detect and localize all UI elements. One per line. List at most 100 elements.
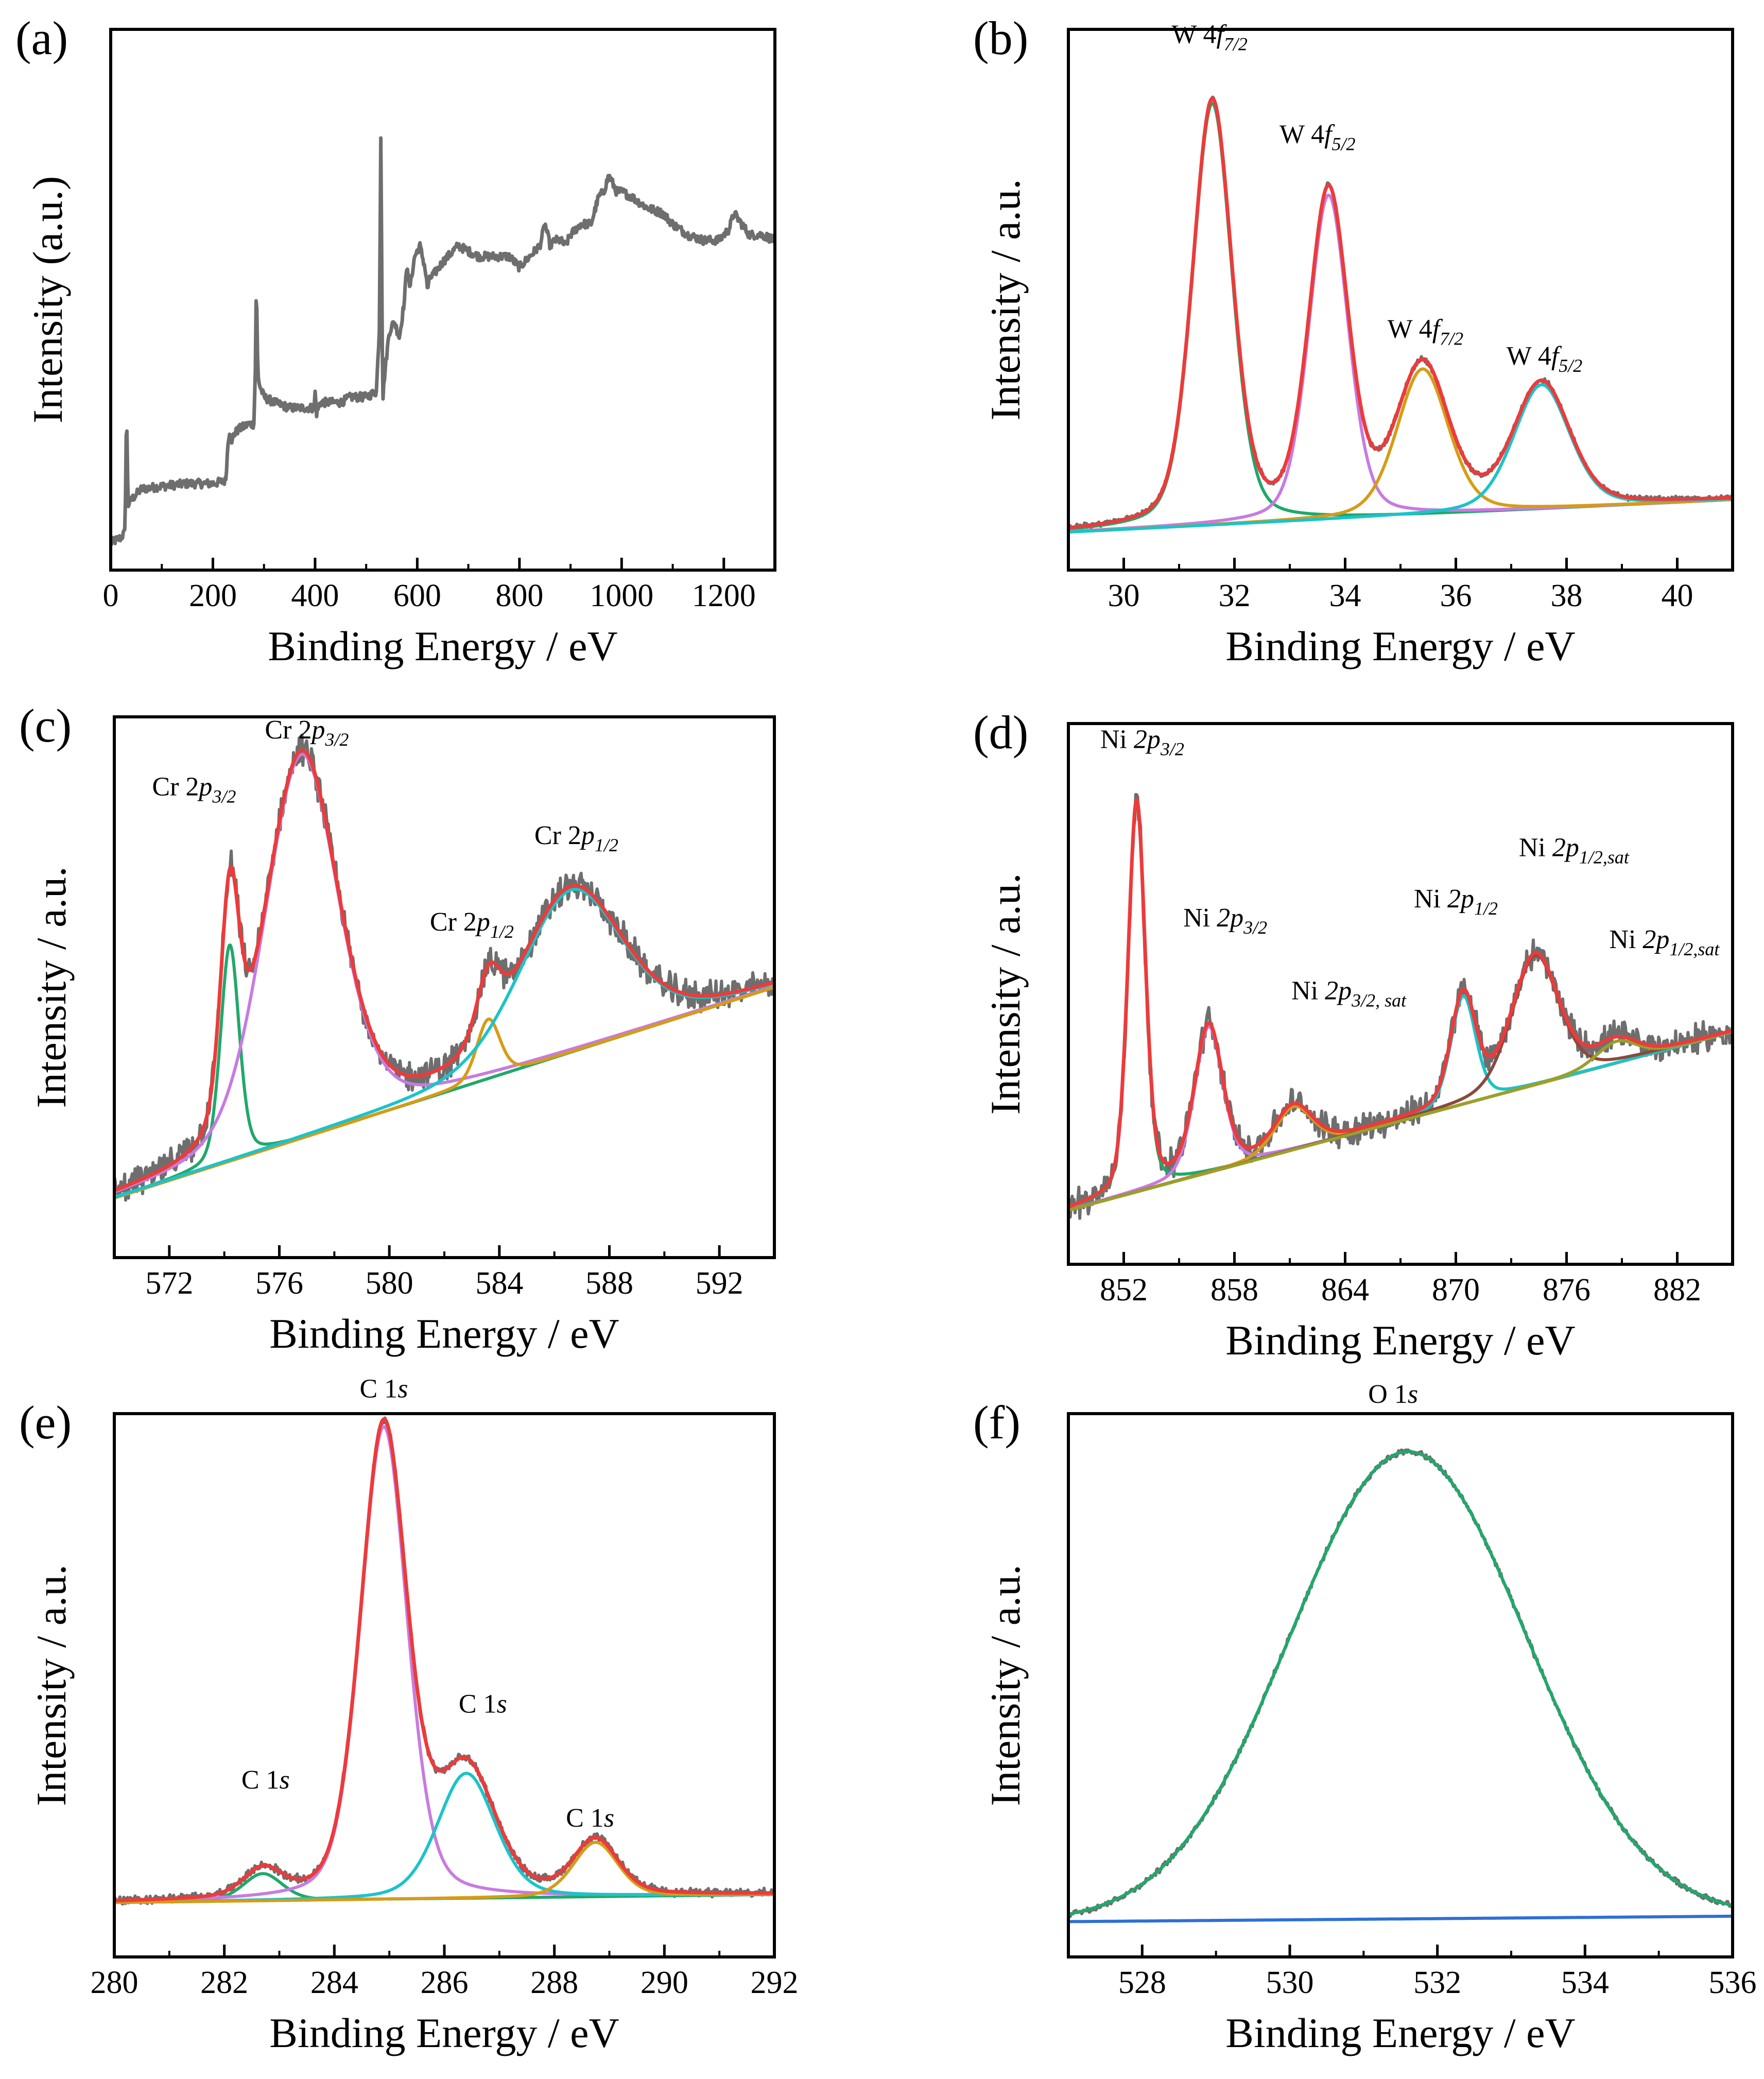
panel-b-tick-label: 40 bbox=[1662, 578, 1693, 613]
panel-c-peak-annotation-2: Cr 2p3/2 bbox=[265, 715, 349, 750]
panel-c-tick-label: 588 bbox=[585, 1266, 633, 1301]
panel-b-peak-annotation-3: W 4f7/2 bbox=[1388, 315, 1464, 349]
panel-e-y-axis-label: Intensity / a.u. bbox=[28, 1565, 75, 1806]
panel-e-peak-annotation-4: C 1s bbox=[566, 1803, 614, 1833]
panel-a-plot-area bbox=[111, 136, 775, 546]
panel-e-axes-frame bbox=[113, 1412, 776, 1958]
panel-d-peak-6-ni-2p1-2-sat bbox=[1068, 1030, 1733, 1212]
panel-d-peak-annotation-1: Ni 2p3/2 bbox=[1100, 725, 1184, 759]
panel-a-letter: (a) bbox=[15, 12, 68, 64]
panel-c-tick-label: 592 bbox=[696, 1266, 743, 1301]
panel-a-axes-frame bbox=[109, 28, 776, 572]
panel-d-peak-annotation-4: Ni 2p1/2 bbox=[1414, 884, 1498, 919]
panel-f-axes-frame bbox=[1067, 1412, 1734, 1958]
panel-f-tick-label: 528 bbox=[1118, 1965, 1166, 2000]
panel-e-tick-label: 284 bbox=[310, 1965, 358, 2000]
panel-d-letter: (d) bbox=[973, 706, 1028, 759]
panel-c-y-axis-label: Intensity / a.u. bbox=[28, 866, 75, 1108]
panel-d-peak-annotation-5: Ni 2p1/2,sat bbox=[1519, 833, 1630, 867]
panel-c-x-axis: 572 576 580 584 588 592 bbox=[113, 1245, 775, 1301]
panel-b-y-axis-label: Intensity / a.u. bbox=[982, 179, 1029, 420]
panel-b-raw-data bbox=[1068, 95, 1733, 531]
panel-e-tick-label: 292 bbox=[751, 1965, 799, 2000]
panel-e-tick-label: 286 bbox=[421, 1965, 469, 2000]
panel-e-peak-2-c-1s bbox=[114, 1425, 774, 1903]
panel-d-tick-label: 864 bbox=[1321, 1273, 1369, 1308]
panel-b-peak-annotation-1: W 4f7/2 bbox=[1171, 20, 1248, 54]
panel-c: 572 576 580 584 588 592 Binding Energy / eV Int… bbox=[19, 699, 776, 1357]
panel-b-x-axis-label: Binding Energy / eV bbox=[1225, 623, 1575, 669]
panel-d-tick-label: 882 bbox=[1653, 1273, 1701, 1308]
panel-d: 852 858 864 870 876 882 Binding Energy / eV Int… bbox=[973, 706, 1734, 1364]
panel-b-letter: (b) bbox=[973, 12, 1028, 64]
panel-e-raw-data bbox=[114, 1416, 774, 1906]
panel-b-tick-label: 38 bbox=[1551, 578, 1583, 613]
panel-c-envelope-fit bbox=[114, 748, 774, 1193]
panel-c-tick-label: 572 bbox=[145, 1266, 193, 1301]
panel-f-peak-annotation-1: O 1s bbox=[1368, 1380, 1418, 1409]
panel-d-envelope-fit bbox=[1068, 798, 1733, 1209]
panel-f-y-axis-label: Intensity / a.u. bbox=[982, 1565, 1029, 1806]
panel-d-peak-annotation-2: Ni 2p3/2 bbox=[1183, 903, 1267, 938]
panel-d-plot-area bbox=[1068, 793, 1733, 1220]
panel-d-tick-label: 858 bbox=[1210, 1273, 1258, 1308]
panel-d-peak-annotation-6: Ni 2p1/2,sat bbox=[1609, 925, 1720, 959]
panel-b-peak-4-w-4f5-2 bbox=[1068, 383, 1733, 534]
panel-d-tick-label: 876 bbox=[1543, 1273, 1590, 1308]
panel-f-letter: (f) bbox=[973, 1396, 1021, 1449]
panel-b-axes-frame bbox=[1067, 28, 1734, 572]
panel-e-letter: (e) bbox=[19, 1396, 72, 1449]
panel-f-tick-label: 534 bbox=[1561, 1965, 1609, 2000]
panel-d-tick-label: 852 bbox=[1100, 1273, 1148, 1308]
panel-b-envelope-fit bbox=[1068, 96, 1733, 530]
panel-a: 0 200 400 600 800 1000 1200 Binding Energy / eV… bbox=[15, 12, 776, 669]
panel-e-x-axis-label: Binding Energy / eV bbox=[269, 2009, 619, 2056]
panel-c-peak-annotation-4: Cr 2p1/2 bbox=[534, 821, 618, 855]
panel-d-peak-annotation-3: Ni 2p3/2, sat bbox=[1291, 976, 1407, 1011]
panel-f-plot-area bbox=[1068, 1448, 1733, 1923]
panel-c-letter: (c) bbox=[19, 699, 72, 752]
panel-c-x-axis-label: Binding Energy / eV bbox=[269, 1310, 619, 1357]
panel-f-x-axis: 528 530 532 534 536 bbox=[1067, 1945, 1757, 2000]
panel-f-tick-label: 536 bbox=[1709, 1965, 1757, 2000]
panel-d-tick-label: 870 bbox=[1432, 1273, 1480, 1308]
panel-a-tick-label: 0 bbox=[103, 578, 119, 613]
panel-e: 280 282 284 286 288 290 292 Binding Energy / eV… bbox=[19, 1374, 799, 2056]
panel-a-tick-label: 200 bbox=[189, 578, 237, 613]
panel-e-tick-label: 290 bbox=[641, 1965, 688, 2000]
panel-b-tick-label: 30 bbox=[1108, 578, 1140, 613]
panel-d-y-axis-label: Intensity / a.u. bbox=[982, 873, 1029, 1114]
panel-e-peak-4-c-1s bbox=[114, 1841, 774, 1904]
panel-c-tick-label: 584 bbox=[475, 1266, 523, 1301]
panel-a-tick-label: 1200 bbox=[692, 578, 756, 613]
panel-e-peak-annotation-2: C 1s bbox=[360, 1374, 408, 1403]
panel-f: 528 530 532 534 536 Binding Energy / eV Intens… bbox=[973, 1380, 1757, 2056]
panel-a-x-axis: 0 200 400 600 800 1000 1200 bbox=[103, 558, 776, 613]
panel-e-peak-annotation-1: C 1s bbox=[241, 1765, 290, 1795]
panel-a-series-survey bbox=[111, 136, 775, 546]
panel-e-peak-3-c-1s bbox=[114, 1772, 774, 1904]
panel-f-peak-1-o-1s bbox=[1068, 1450, 1733, 1916]
panel-a-tick-label: 400 bbox=[291, 578, 339, 613]
panel-e-envelope-fit bbox=[114, 1417, 774, 1902]
panel-b-x-axis: 30 32 34 36 38 40 bbox=[1067, 558, 1734, 613]
panel-c-peak-annotation-1: Cr 2p3/2 bbox=[152, 772, 236, 806]
panel-e-tick-label: 288 bbox=[530, 1965, 578, 2000]
panel-f-background bbox=[1068, 1914, 1733, 1923]
panel-c-peak-annotation-3: Cr 2p1/2 bbox=[430, 907, 514, 942]
panel-b: 30 32 34 36 38 40 Binding Energy / eV Intensity… bbox=[973, 12, 1734, 669]
panel-b-plot-area bbox=[1068, 95, 1733, 534]
panel-e-peak-annotation-3: C 1s bbox=[459, 1689, 507, 1719]
panel-e-x-axis: 280 282 284 286 288 290 292 bbox=[91, 1945, 799, 2000]
panel-c-plot-area bbox=[114, 733, 774, 1202]
panel-b-tick-label: 32 bbox=[1219, 578, 1251, 613]
panel-e-tick-label: 282 bbox=[200, 1965, 248, 2000]
panel-e-tick-label: 280 bbox=[91, 1965, 139, 2000]
panel-f-raw-data bbox=[1068, 1448, 1733, 1918]
panel-f-x-axis-label: Binding Energy / eV bbox=[1225, 2009, 1575, 2056]
panel-d-peak-4-ni-2p1-2 bbox=[1068, 994, 1733, 1212]
panel-b-tick-label: 34 bbox=[1329, 578, 1361, 613]
panel-e-plot-area bbox=[114, 1416, 774, 1906]
panel-a-tick-label: 800 bbox=[495, 578, 543, 613]
panel-a-tick-label: 1000 bbox=[590, 578, 653, 613]
